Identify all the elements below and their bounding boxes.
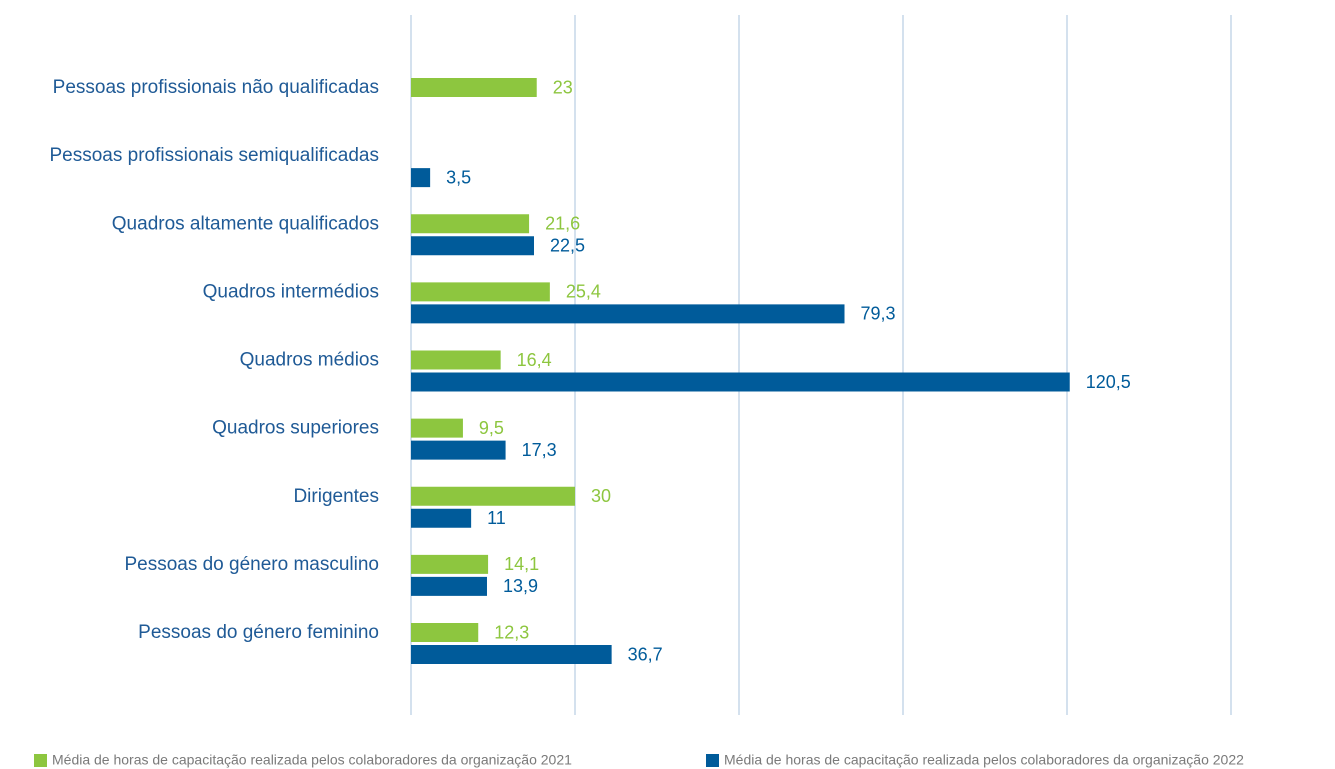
category-label: Pessoas profissionais não qualificadas — [53, 77, 379, 98]
bar — [411, 554, 489, 574]
bar — [411, 486, 575, 506]
bar — [411, 282, 550, 302]
category-label: Dirigentes — [293, 486, 379, 507]
value-label: 17,3 — [522, 440, 557, 460]
value-label: 12,3 — [494, 622, 529, 642]
bar — [411, 440, 506, 460]
bar — [411, 418, 463, 438]
category-label: Quadros intermédios — [203, 281, 379, 302]
bar — [411, 508, 472, 528]
value-label: 30 — [591, 486, 611, 506]
legend-label: Média de horas de capacitação realizada … — [724, 752, 1244, 768]
bar — [411, 623, 479, 642]
category-label: Pessoas profissionais semiqualificadas — [50, 145, 380, 166]
bar — [411, 214, 530, 234]
category-label: Quadros médios — [240, 350, 379, 371]
value-label: 11 — [487, 508, 506, 528]
legend-swatch — [706, 754, 719, 767]
value-label: 120,5 — [1086, 372, 1131, 392]
value-label: 23 — [553, 77, 573, 97]
bar — [411, 350, 501, 370]
category-label: Quadros superiores — [212, 418, 379, 439]
bar — [411, 236, 534, 256]
category-label: Quadros altamente qualificados — [112, 213, 379, 234]
bar — [411, 168, 431, 188]
value-label: 22,5 — [550, 236, 585, 256]
value-label: 9,5 — [479, 418, 504, 438]
bar — [411, 576, 487, 596]
value-label: 25,4 — [566, 282, 601, 302]
bar — [411, 372, 1070, 392]
value-label: 16,4 — [517, 350, 552, 370]
value-label: 36,7 — [628, 644, 663, 664]
bar — [411, 78, 537, 97]
category-label: Pessoas do género masculino — [124, 554, 379, 575]
value-label: 21,6 — [545, 214, 580, 234]
category-label: Pessoas do género feminino — [138, 622, 379, 643]
value-label: 14,1 — [504, 554, 539, 574]
legend-swatch — [34, 754, 47, 767]
value-label: 13,9 — [503, 576, 538, 596]
value-label: 79,3 — [861, 304, 896, 324]
bar — [411, 645, 612, 664]
legend-label: Média de horas de capacitação realizada … — [52, 752, 572, 768]
value-label: 3,5 — [446, 167, 471, 187]
bar — [411, 304, 845, 324]
